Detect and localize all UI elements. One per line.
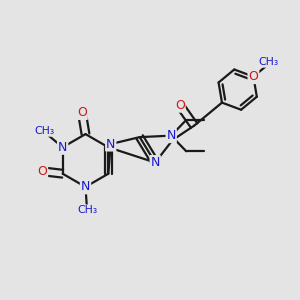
- Text: CH₃: CH₃: [77, 205, 97, 215]
- Text: N: N: [58, 141, 67, 154]
- Text: O: O: [248, 70, 258, 83]
- Text: O: O: [37, 165, 47, 178]
- Text: N: N: [106, 137, 116, 151]
- Text: CH₃: CH₃: [259, 57, 279, 67]
- Text: N: N: [151, 156, 160, 169]
- Text: CH₃: CH₃: [34, 126, 54, 136]
- Text: O: O: [77, 106, 87, 119]
- Text: O: O: [175, 99, 185, 112]
- Text: N: N: [167, 129, 176, 142]
- Text: N: N: [81, 180, 90, 194]
